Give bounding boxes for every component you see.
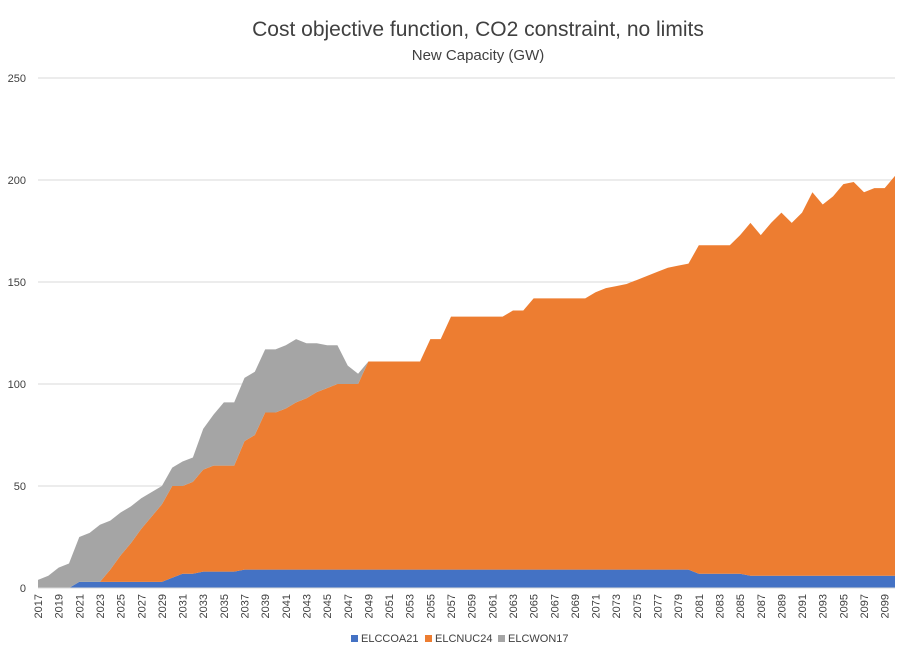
x-tick-label: 2071 xyxy=(591,594,603,618)
plot-area xyxy=(38,175,895,589)
x-tick-label: 2079 xyxy=(673,594,685,618)
x-tick-label: 2049 xyxy=(363,594,375,618)
x-tick-label: 2057 xyxy=(446,594,458,618)
chart-subtitle: New Capacity (GW) xyxy=(412,47,545,64)
x-tick-label: 2025 xyxy=(116,594,128,618)
y-tick-label: 250 xyxy=(8,73,26,85)
legend-swatch-elccoa21 xyxy=(351,635,358,642)
x-tick-label: 2059 xyxy=(467,594,479,618)
legend: ELCCOA21 ELCNUC24 ELCWON17 xyxy=(351,633,569,645)
x-tick-label: 2035 xyxy=(219,594,231,618)
x-tick-label: 2045 xyxy=(322,594,334,618)
area-series-elcnuc24 xyxy=(38,175,895,589)
x-tick-label: 2041 xyxy=(281,594,293,618)
x-tick-label: 2085 xyxy=(735,594,747,618)
x-tick-label: 2073 xyxy=(611,594,623,618)
x-axis: 2017 2019 2021 2023 2025 2027 2029 2031 2033 2035… xyxy=(33,594,892,618)
x-tick-label: 2065 xyxy=(529,594,541,618)
x-tick-label: 2063 xyxy=(508,594,520,618)
y-tick-label: 200 xyxy=(8,175,26,187)
legend-swatch-elcwon17 xyxy=(498,635,505,642)
x-tick-label: 2055 xyxy=(425,594,437,618)
x-tick-label: 2043 xyxy=(301,594,313,618)
x-tick-label: 2097 xyxy=(859,594,871,618)
x-tick-label: 2019 xyxy=(54,594,66,618)
x-tick-label: 2033 xyxy=(198,594,210,618)
x-tick-label: 2061 xyxy=(487,594,499,618)
x-tick-label: 2099 xyxy=(880,594,892,618)
x-tick-label: 2075 xyxy=(632,594,644,618)
x-tick-label: 2083 xyxy=(714,594,726,618)
x-tick-label: 2051 xyxy=(384,594,396,618)
chart-title: Cost objective function, CO2 constraint,… xyxy=(252,18,704,41)
y-tick-label: 100 xyxy=(8,379,26,391)
x-tick-label: 2053 xyxy=(405,594,417,618)
x-tick-label: 2037 xyxy=(240,594,252,618)
x-tick-label: 2069 xyxy=(570,594,582,618)
x-tick-label: 2093 xyxy=(818,594,830,618)
x-tick-label: 2017 xyxy=(33,594,45,618)
x-tick-label: 2027 xyxy=(136,594,148,618)
y-tick-label: 50 xyxy=(14,481,26,493)
x-tick-label: 2031 xyxy=(178,594,190,618)
x-tick-label: 2091 xyxy=(797,594,809,618)
legend-label-elccoa21: ELCCOA21 xyxy=(361,633,418,645)
x-tick-label: 2077 xyxy=(653,594,665,618)
area-series-elccoa21 xyxy=(38,569,895,588)
legend-swatch-elcnuc24 xyxy=(425,635,432,642)
x-tick-label: 2089 xyxy=(776,594,788,618)
x-tick-label: 2047 xyxy=(343,594,355,618)
x-tick-label: 2095 xyxy=(838,594,850,618)
y-tick-label: 0 xyxy=(20,583,26,595)
x-tick-label: 2021 xyxy=(74,594,86,618)
x-tick-label: 2023 xyxy=(95,594,107,618)
y-axis: 0 50 100 150 200 250 xyxy=(8,73,26,595)
legend-label-elcnuc24: ELCNUC24 xyxy=(435,633,492,645)
legend-label-elcwon17: ELCWON17 xyxy=(508,633,569,645)
x-tick-label: 2029 xyxy=(157,594,169,618)
x-tick-label: 2067 xyxy=(549,594,561,618)
area-series-elcwon17 xyxy=(38,175,895,589)
x-tick-label: 2087 xyxy=(756,594,768,618)
x-tick-label: 2039 xyxy=(260,594,272,618)
y-tick-label: 150 xyxy=(8,277,26,289)
x-tick-label: 2081 xyxy=(694,594,706,618)
